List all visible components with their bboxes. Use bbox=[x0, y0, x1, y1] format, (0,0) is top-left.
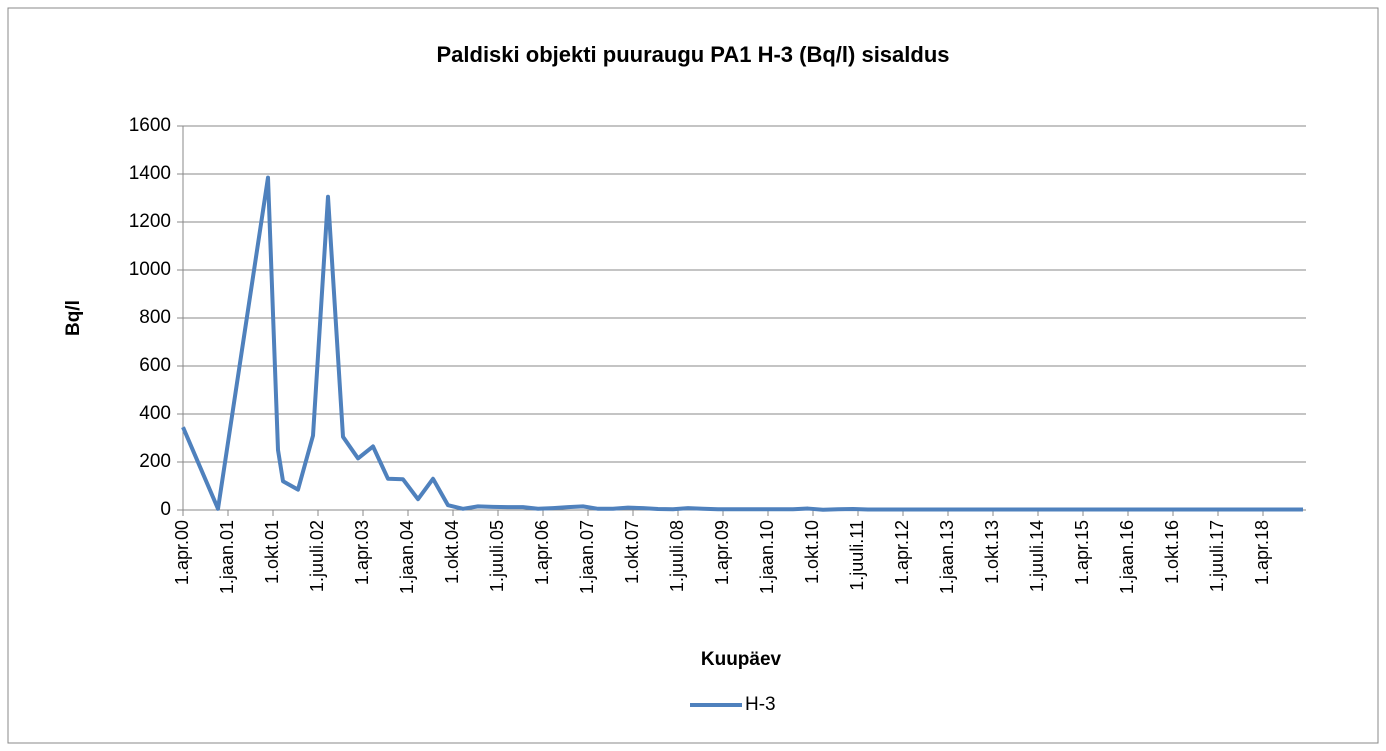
y-tick-label: 1000 bbox=[129, 259, 171, 280]
y-tick-label: 400 bbox=[139, 403, 171, 424]
y-tick-label: 600 bbox=[139, 355, 171, 376]
x-tick-label: 1.juuli.02 bbox=[307, 520, 327, 592]
x-tick-label: 1.okt.13 bbox=[982, 520, 1002, 584]
x-tick-label: 1.apr.18 bbox=[1252, 520, 1272, 585]
x-tick-label: 1.juuli.11 bbox=[847, 520, 867, 591]
x-tick-label: 1.juuli.08 bbox=[667, 520, 687, 592]
chart-title: Paldiski objekti puuraugu PA1 H-3 (Bq/l)… bbox=[436, 42, 949, 67]
x-tick-label: 1.juuli.05 bbox=[487, 520, 507, 592]
x-tick-label: 1.apr.15 bbox=[1072, 520, 1092, 585]
x-tick-label: 1.jaan.04 bbox=[397, 520, 417, 594]
x-tick-label: 1.apr.09 bbox=[712, 520, 732, 585]
y-tick-label: 1200 bbox=[129, 211, 171, 232]
x-tick-label: 1.jaan.01 bbox=[217, 520, 237, 594]
line-series bbox=[181, 175, 1303, 512]
x-tick-label: 1.jaan.10 bbox=[757, 520, 777, 594]
y-tick-label: 0 bbox=[160, 499, 171, 520]
x-tick-label: 1.apr.12 bbox=[892, 520, 912, 585]
x-tick-label: 1.apr.06 bbox=[532, 520, 552, 585]
y-tick-label: 200 bbox=[139, 451, 171, 472]
x-axis-label: Kuupäev bbox=[701, 649, 782, 670]
x-tick-label: 1.okt.10 bbox=[802, 520, 822, 584]
y-tick-label: 1600 bbox=[129, 115, 171, 136]
y-tick-label: 1400 bbox=[129, 163, 171, 184]
x-tick-label: 1.juuli.14 bbox=[1027, 520, 1047, 592]
x-tick-label: 1.juuli.17 bbox=[1207, 520, 1227, 592]
x-tick-label: 1.apr.03 bbox=[352, 520, 372, 585]
x-tick-label: 1.okt.16 bbox=[1162, 520, 1182, 584]
x-tick-label: 1.jaan.07 bbox=[577, 520, 597, 594]
y-tick-label: 800 bbox=[139, 307, 171, 328]
chart-border bbox=[7, 7, 1379, 744]
x-tick-label: 1.jaan.13 bbox=[937, 520, 957, 594]
x-tick-label: 1.apr.00 bbox=[172, 520, 192, 585]
x-tick-label: 1.okt.04 bbox=[442, 520, 462, 584]
y-axis-label: Bq/l bbox=[63, 300, 84, 336]
legend-label: H-3 bbox=[745, 694, 776, 715]
x-tick-label: 1.okt.01 bbox=[262, 520, 282, 584]
x-tick-label: 1.okt.07 bbox=[622, 520, 642, 584]
x-tick-label: 1.jaan.16 bbox=[1117, 520, 1137, 594]
